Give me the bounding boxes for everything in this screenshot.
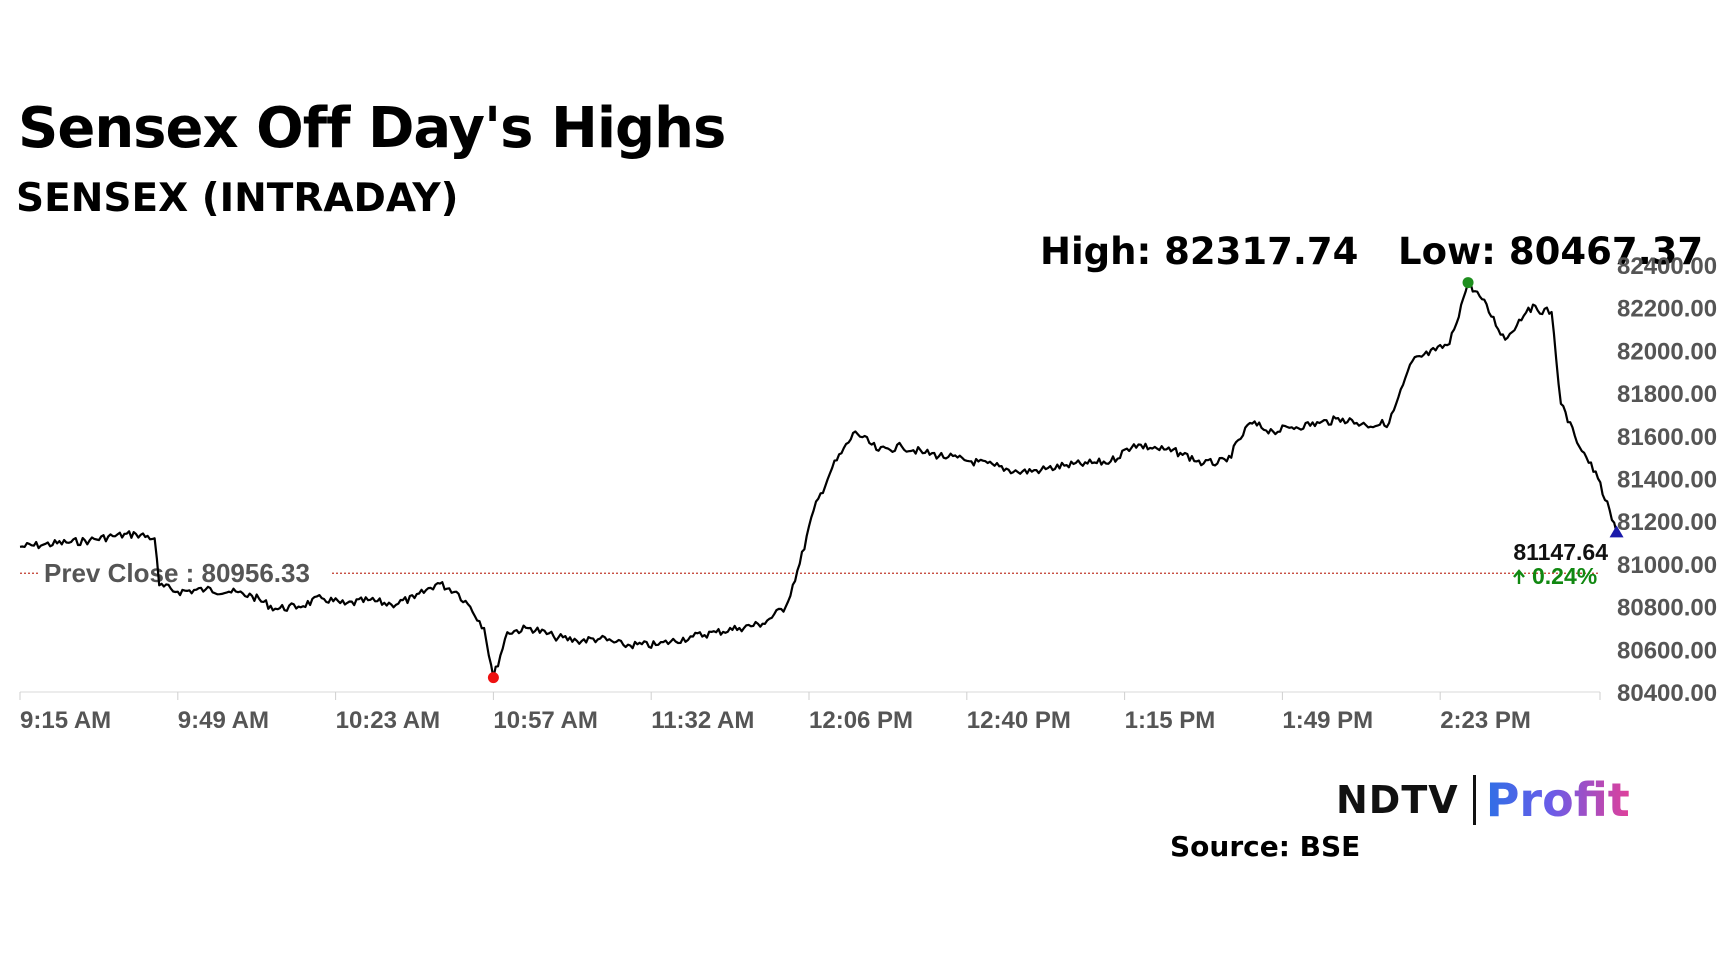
profit-wordmark: Profit [1485, 773, 1630, 827]
price-change-label: 0.24% [1532, 563, 1597, 589]
x-tick-label: 10:57 AM [493, 707, 597, 734]
x-tick-label: 11:32 AM [651, 707, 754, 734]
day-high-label: High: 82317.74 [1040, 230, 1359, 273]
x-tick-label: 12:06 PM [809, 707, 913, 734]
ndtv-wordmark: NDTV [1336, 778, 1459, 822]
x-tick-label: 9:15 AM [20, 707, 111, 734]
logo-divider [1472, 775, 1476, 825]
y-tick-label: 81600.00 [1617, 424, 1717, 451]
y-tick-label: 80800.00 [1617, 595, 1717, 622]
x-tick-label: 12:40 PM [967, 707, 1071, 734]
last-price-marker [1609, 525, 1624, 538]
x-tick-label: 2:23 PM [1440, 707, 1531, 734]
y-tick-label: 82200.00 [1617, 296, 1717, 323]
day-low-label: Low: 80467.37 [1398, 230, 1704, 273]
y-tick-label: 81800.00 [1617, 381, 1717, 408]
source-note: Source: BSE [1170, 830, 1361, 863]
up-arrow-icon [1513, 569, 1525, 584]
y-tick-label: 81200.00 [1617, 509, 1717, 536]
y-tick-label: 81000.00 [1617, 552, 1717, 579]
sensex-price-line [19, 281, 1618, 679]
x-tick-label: 1:15 PM [1125, 707, 1216, 734]
y-tick-label: 81400.00 [1617, 467, 1717, 494]
chart-title: Sensex Off Day's Highs [18, 96, 726, 161]
y-tick-label: 82000.00 [1617, 338, 1717, 365]
last-price-label: 81147.64 [1513, 539, 1608, 565]
y-tick-label: 80600.00 [1617, 637, 1717, 664]
day-high-marker [1462, 277, 1474, 289]
chart-subtitle: SENSEX (INTRADAY) [16, 176, 459, 221]
y-tick-label: 82400.00 [1617, 253, 1717, 280]
prev-close-label: Prev Close : 80956.33 [44, 558, 310, 588]
y-tick-label: 80400.00 [1617, 680, 1717, 707]
x-tick-label: 1:49 PM [1282, 707, 1373, 734]
day-low-marker [487, 672, 499, 684]
x-tick-label: 9:49 AM [178, 707, 269, 734]
prev-close-label-bg [40, 557, 330, 590]
x-tick-label: 10:23 AM [336, 707, 440, 734]
ndtv-profit-logo: NDTV Profit [1336, 772, 1630, 828]
